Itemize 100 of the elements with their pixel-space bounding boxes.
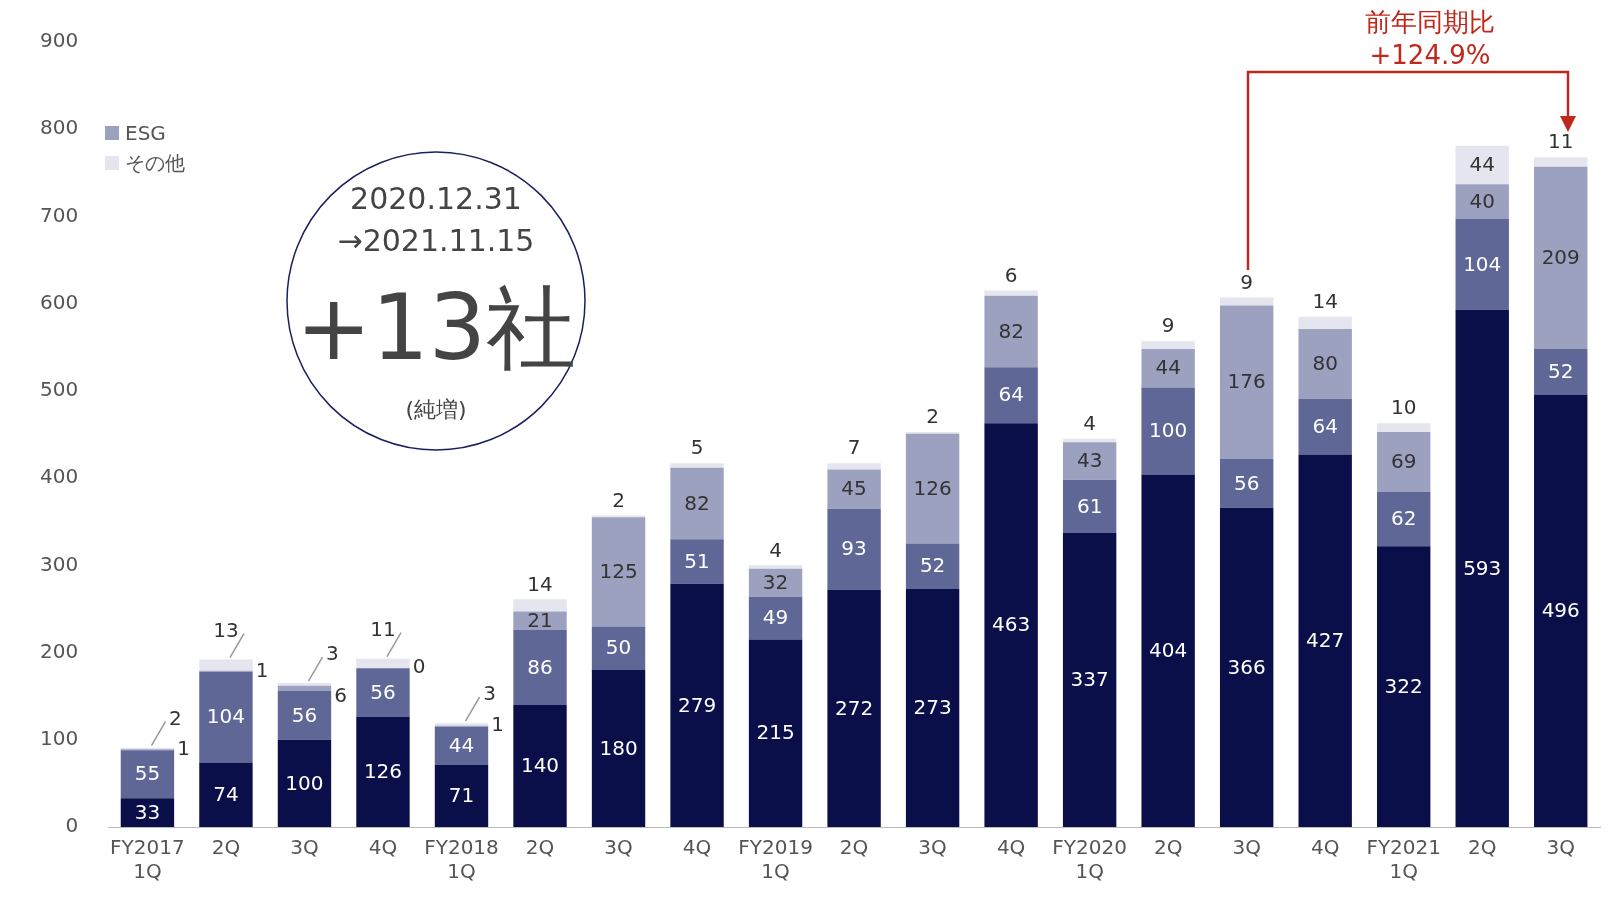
y-tick-label: 800 xyxy=(39,115,79,140)
bar xyxy=(434,765,489,827)
data-label: 4 xyxy=(769,537,782,562)
bar xyxy=(513,629,567,705)
bar xyxy=(827,463,881,470)
data-label: 322 xyxy=(1384,673,1423,698)
x-tick-label: 2Q xyxy=(1467,835,1497,860)
bar xyxy=(1377,492,1431,547)
data-label: 82 xyxy=(684,490,710,515)
y-tick-label: 900 xyxy=(39,28,79,53)
bar xyxy=(277,690,332,740)
data-label: 9 xyxy=(1161,313,1175,338)
bar xyxy=(120,750,175,799)
annotation: (純増) xyxy=(404,396,468,424)
bar xyxy=(591,670,646,827)
data-label: 404 xyxy=(1149,638,1188,663)
data-label: 10 xyxy=(1390,395,1417,420)
data-label: 125 xyxy=(599,559,638,584)
bar xyxy=(905,588,960,827)
bar xyxy=(905,543,960,589)
x-tick-label: FY2020 1Q xyxy=(1052,835,1127,884)
bar xyxy=(277,739,332,827)
data-label: 463 xyxy=(992,612,1031,637)
data-label: 21 xyxy=(527,607,553,632)
bar xyxy=(513,599,567,612)
data-label: 40 xyxy=(1469,188,1495,213)
x-tick-label: FY2018 1Q xyxy=(424,835,499,884)
data-label: 104 xyxy=(1463,251,1502,276)
y-tick-label: 400 xyxy=(39,464,79,489)
bar xyxy=(1534,394,1588,827)
data-label: 64 xyxy=(998,382,1024,407)
data-label: 74 xyxy=(213,781,239,806)
data-label: 45 xyxy=(841,476,867,501)
x-tick-label: 4Q xyxy=(1310,835,1340,860)
data-label: 337 xyxy=(1070,667,1109,692)
bar xyxy=(1219,507,1274,827)
data-label: 11 xyxy=(1548,129,1574,154)
bar xyxy=(1219,458,1274,508)
bar xyxy=(199,659,253,671)
data-label: 56 xyxy=(1233,470,1260,495)
data-label: 126 xyxy=(913,475,952,500)
data-label: 104 xyxy=(206,704,246,729)
data-label: 6 xyxy=(334,682,347,707)
x-tick-label: FY2021 1Q xyxy=(1366,835,1442,884)
data-label: 272 xyxy=(834,695,874,720)
data-label: 82 xyxy=(998,318,1024,343)
data-label: 6 xyxy=(1004,262,1018,287)
data-label: 126 xyxy=(363,759,403,784)
bar xyxy=(1377,546,1431,827)
bar xyxy=(591,517,646,627)
data-label: 44 xyxy=(1469,152,1495,177)
x-tick-label: 2Q xyxy=(211,835,241,860)
data-label: 11 xyxy=(370,616,396,641)
data-label: 593 xyxy=(1463,555,1502,580)
bar xyxy=(905,433,960,544)
bar xyxy=(1141,387,1195,475)
data-label: 50 xyxy=(605,635,632,660)
data-label: 44 xyxy=(1155,355,1181,380)
annotation: →2021.11.15 xyxy=(336,222,536,260)
x-tick-label: 4Q xyxy=(682,835,712,860)
data-label: 80 xyxy=(1312,351,1338,376)
data-label: 1 xyxy=(177,736,190,761)
data-label: 100 xyxy=(1149,418,1188,443)
data-label: 4 xyxy=(1083,411,1097,436)
data-label: 2 xyxy=(169,705,182,730)
x-tick-label: 3Q xyxy=(604,835,633,860)
bar xyxy=(1141,341,1195,350)
data-label: 56 xyxy=(370,679,396,704)
bar xyxy=(1062,442,1117,480)
bar xyxy=(199,671,253,763)
data-label: 215 xyxy=(756,720,795,745)
data-label: 61 xyxy=(1076,493,1103,518)
data-label: 366 xyxy=(1227,654,1266,679)
data-label: 52 xyxy=(1548,358,1574,383)
bar xyxy=(827,508,881,590)
bar xyxy=(1298,316,1352,329)
bar xyxy=(1377,423,1431,432)
data-label: 140 xyxy=(520,753,560,778)
bar xyxy=(1062,533,1117,827)
bar xyxy=(984,295,1038,368)
bar xyxy=(1377,431,1431,493)
x-tick-label: FY2019 1Q xyxy=(738,835,813,884)
data-label: 43 xyxy=(1076,448,1103,473)
data-label: 32 xyxy=(762,569,789,594)
data-label: 62 xyxy=(1390,506,1417,531)
bar xyxy=(984,423,1038,827)
data-label: 279 xyxy=(677,692,717,717)
y-tick-label: 300 xyxy=(39,551,79,576)
bar xyxy=(277,685,332,691)
x-tick-label: 3Q xyxy=(1546,835,1575,860)
bar xyxy=(591,626,646,670)
data-label: 180 xyxy=(599,735,638,760)
x-tick-label: 3Q xyxy=(290,835,319,860)
data-label: 13 xyxy=(213,617,239,642)
bar xyxy=(670,583,724,827)
data-label: 64 xyxy=(1312,413,1338,438)
legend-label: その他 xyxy=(125,149,185,177)
x-tick-label: 4Q xyxy=(996,835,1026,860)
bar xyxy=(748,565,803,569)
annotation: +13社 xyxy=(295,274,577,382)
